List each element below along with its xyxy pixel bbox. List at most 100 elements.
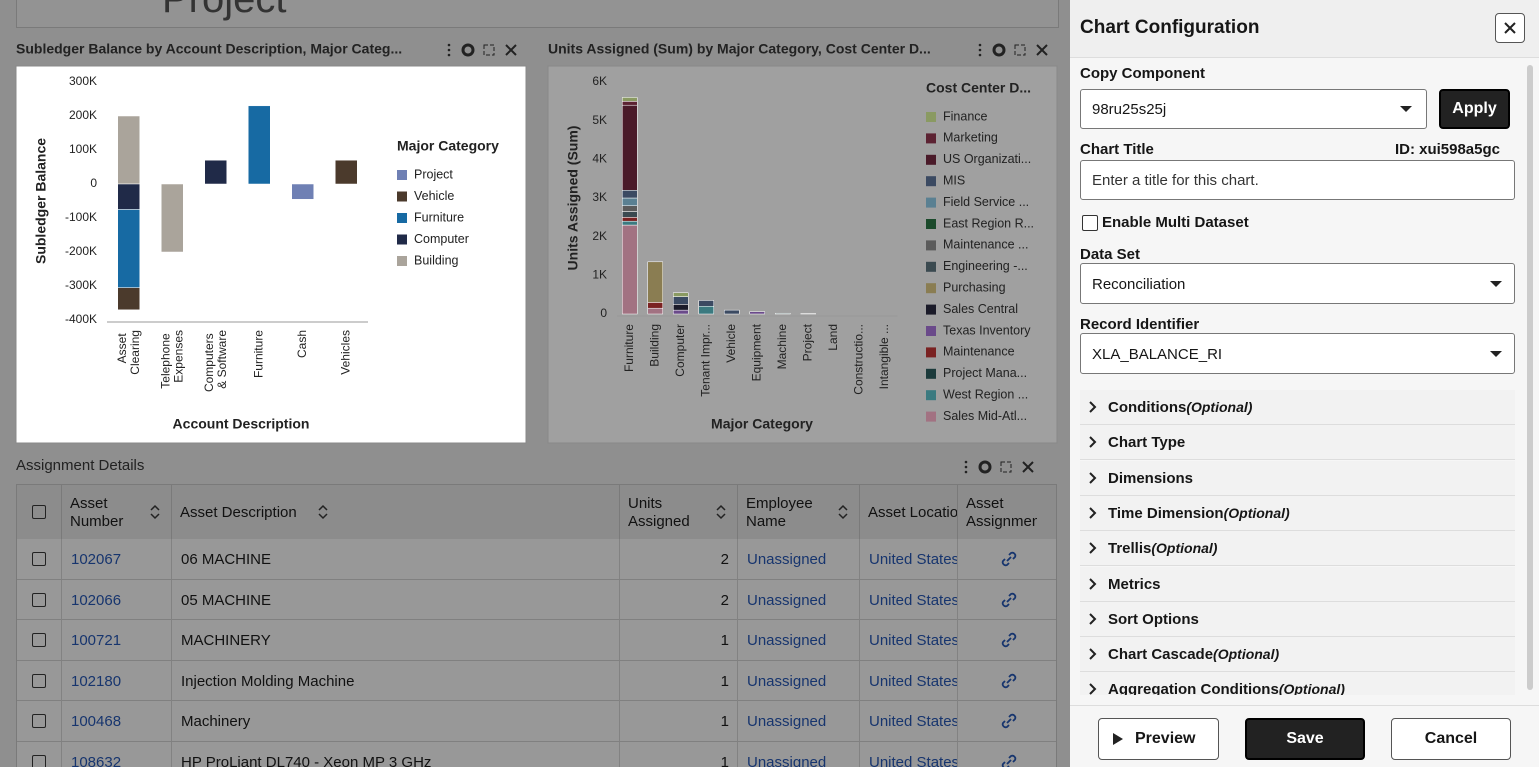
- bar-segment: [622, 190, 638, 199]
- section-title-wrap: Trellis(Optional): [1108, 540, 1217, 557]
- column-header[interactable]: Asset Location: [859, 485, 957, 539]
- link[interactable]: United States: [869, 551, 957, 568]
- sort-icon[interactable]: [838, 504, 848, 520]
- apply-button[interactable]: Apply: [1439, 89, 1510, 129]
- row-checkbox[interactable]: [32, 714, 46, 728]
- row-checkbox[interactable]: [32, 633, 46, 647]
- y-tick-label: 4K: [592, 152, 607, 166]
- link[interactable]: Unassigned: [747, 551, 827, 568]
- apply-text: Apply: [1452, 100, 1497, 117]
- row-checkbox[interactable]: [32, 592, 46, 607]
- row-checkbox[interactable]: [32, 673, 46, 688]
- link[interactable]: 102067: [71, 551, 122, 568]
- column-header[interactable]: Employee Name: [737, 485, 859, 539]
- link[interactable]: 100721: [71, 632, 122, 649]
- legend-swatch: [926, 219, 936, 229]
- y-tick-label: 6K: [592, 74, 607, 88]
- link[interactable]: United States: [869, 672, 957, 690]
- label: Data Set: [1080, 246, 1141, 263]
- row-checkbox[interactable]: [32, 754, 46, 767]
- link[interactable]: United States: [869, 713, 957, 730]
- bar-segment: [622, 211, 638, 218]
- row-checkbox[interactable]: [32, 552, 46, 566]
- accordion-section[interactable]: Dimensions: [1080, 460, 1515, 496]
- title-input[interactable]: Enter a title for this chart.: [1080, 160, 1515, 200]
- accordion-section[interactable]: Chart Type: [1080, 425, 1515, 461]
- row-checkbox[interactable]: [32, 505, 46, 519]
- legend-label: Marketing: [943, 131, 998, 145]
- close-button[interactable]: [1495, 13, 1525, 43]
- link-icon[interactable]: [1000, 631, 1018, 649]
- copy-dropdown[interactable]: 98ru25s25j: [1080, 89, 1427, 129]
- link-icon[interactable]: [1000, 550, 1018, 568]
- link[interactable]: 102066: [71, 591, 122, 609]
- link-icon[interactable]: [1000, 753, 1018, 767]
- link[interactable]: Unassigned: [747, 672, 827, 690]
- section-title-wrap: Chart Cascade(Optional): [1108, 646, 1279, 663]
- x-tick-label: Intangible ...: [877, 324, 891, 389]
- table-cell: [957, 620, 1056, 660]
- chevron: [1089, 542, 1097, 554]
- link[interactable]: United States: [869, 591, 957, 609]
- expand-icon: [1000, 461, 1012, 473]
- scrollbar: [1527, 65, 1533, 690]
- sort-icon[interactable]: [150, 504, 160, 520]
- chevron: [1089, 577, 1097, 590]
- table-cell: Unassigned: [737, 701, 859, 741]
- link-icon[interactable]: [1000, 672, 1018, 690]
- preview-button[interactable]: Preview: [1098, 718, 1219, 760]
- legend-swatch: [926, 304, 936, 315]
- sort-icon[interactable]: [716, 504, 726, 520]
- link[interactable]: 100468: [71, 713, 122, 730]
- link[interactable]: Unassigned: [747, 632, 827, 649]
- link[interactable]: Unassigned: [747, 591, 827, 609]
- bar-segment: [622, 97, 638, 102]
- link-icon[interactable]: [1000, 712, 1018, 730]
- column-header[interactable]: Asset Description: [171, 485, 619, 539]
- table-cell: 102180: [61, 660, 171, 701]
- y-axis-label: Subledger Balance: [33, 138, 49, 264]
- link[interactable]: 108632: [71, 753, 122, 767]
- link[interactable]: United States: [869, 753, 957, 767]
- column-header-text: Asset Description: [180, 504, 297, 521]
- dataset-dropdown[interactable]: Reconciliation: [1080, 263, 1515, 304]
- column-header[interactable]: Asset Number: [61, 485, 171, 539]
- menu-dot: [447, 43, 451, 47]
- cell-text: HP ProLiant DL740 - Xeon MP 3 GHz: [181, 753, 432, 767]
- cancel-button[interactable]: Cancel: [1391, 718, 1511, 760]
- accordion-section[interactable]: Trellis(Optional): [1080, 531, 1515, 567]
- chevron: [1089, 436, 1097, 449]
- legend-label: US Organizati...: [943, 152, 1031, 166]
- column-header-text: Asset Location: [868, 504, 957, 521]
- x-tick-label: Project: [800, 323, 814, 361]
- link-icon[interactable]: [1000, 591, 1018, 609]
- accordion-section[interactable]: Metrics: [1080, 566, 1515, 602]
- sort-icon[interactable]: [318, 504, 328, 520]
- column-header[interactable]: Units Assigned: [619, 485, 737, 539]
- accordion-section[interactable]: Chart Cascade(Optional): [1080, 637, 1515, 673]
- legend-swatch: [926, 154, 936, 165]
- link[interactable]: Unassigned: [747, 753, 827, 767]
- table-cell: Machinery: [171, 701, 619, 741]
- x-axis-label: Major Category: [711, 416, 813, 432]
- accordion-section[interactable]: Time Dimension(Optional): [1080, 495, 1515, 531]
- bar-segment: [622, 205, 638, 212]
- chart-card: [15, 65, 527, 444]
- link[interactable]: Unassigned: [747, 713, 827, 730]
- accordion-section[interactable]: Conditions(Optional): [1080, 390, 1515, 425]
- legend-label: Purchasing: [943, 280, 1006, 294]
- save-button[interactable]: Save: [1245, 718, 1365, 760]
- bar-segment: [622, 217, 638, 222]
- link[interactable]: 102180: [71, 672, 122, 690]
- accordion-section[interactable]: Aggregation Conditions(Optional): [1080, 672, 1515, 695]
- legend-label: Field Service ...: [943, 195, 1029, 209]
- column-header[interactable]: Asset Assignment: [957, 485, 1056, 539]
- section-name: Metrics: [1108, 575, 1161, 593]
- record-dropdown[interactable]: XLA_BALANCE_RI: [1080, 333, 1515, 374]
- accordion-section[interactable]: Sort Options: [1080, 601, 1515, 637]
- gear-icon: [461, 43, 475, 57]
- checkbox[interactable]: [1082, 215, 1098, 231]
- link[interactable]: United States: [869, 632, 957, 649]
- y-tick-label: -200K: [65, 244, 97, 258]
- table-cell: 1: [619, 741, 737, 767]
